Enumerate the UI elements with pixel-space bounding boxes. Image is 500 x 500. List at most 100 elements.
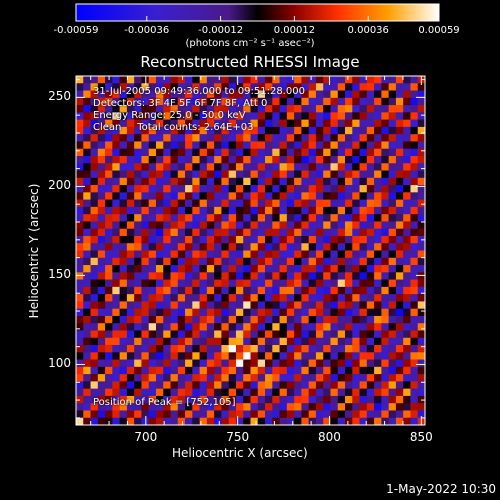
heatmap-cell [90,337,99,346]
heatmap-cell [337,83,346,91]
heatmap-cell [163,366,171,375]
heatmap-cell [134,381,142,389]
heatmap-cell [381,177,389,186]
heatmap-cell [403,199,411,208]
heatmap-cell [359,359,368,368]
heatmap-cell [228,112,237,120]
heatmap-cell [250,105,259,113]
heatmap-cell [83,141,91,150]
heatmap-cell [272,359,280,368]
heatmap-cell [323,308,331,317]
heatmap-cell [395,410,404,419]
heatmap-cell [359,141,368,150]
heatmap-cell [286,105,295,113]
heatmap-cell [381,250,389,259]
heatmap-cell [337,119,346,128]
heatmap-cell [90,395,99,404]
heatmap-cell [359,395,368,404]
heatmap-cell [388,228,397,237]
heatmap-cell [90,381,99,389]
heatmap-cell [286,294,295,302]
heatmap-cell [97,185,106,193]
heatmap-cell [90,126,99,135]
heatmap-cell [163,199,171,208]
heatmap-cell [388,199,397,208]
heatmap-cell [265,206,273,215]
heatmap-cell [243,83,251,91]
heatmap-cell [214,272,222,280]
heatmap-cell [199,417,208,426]
heatmap-cell [388,192,397,200]
heatmap-cell [148,323,157,331]
heatmap-cell [345,163,353,171]
heatmap-cell [228,381,237,389]
heatmap-cell [221,265,229,273]
heatmap-cell [272,352,280,360]
heatmap-cell [294,301,302,309]
heatmap-cell [163,294,171,302]
heatmap-cell [301,155,309,164]
heatmap-cell [279,301,288,309]
heatmap-cell [243,265,251,273]
heatmap-cell [105,265,113,273]
heatmap-cell [323,403,331,411]
heatmap-cell [119,265,128,273]
heatmap-cell [134,148,142,157]
heatmap-cell [97,119,106,128]
heatmap-cell [155,105,164,113]
heatmap-cell [308,388,317,397]
heatmap-cell [308,141,317,150]
heatmap-cell [214,192,222,200]
heatmap-cell [337,206,346,215]
heatmap-cell [381,243,389,251]
heatmap-cell [214,315,222,324]
heatmap-cell [395,119,404,128]
heatmap-cell [257,330,266,339]
heatmap-cell [294,112,302,120]
heatmap-cell [206,148,215,157]
heatmap-cell [374,112,382,120]
heatmap-cell [214,359,222,368]
heatmap-cell [126,410,135,419]
heatmap-cell [83,206,91,215]
heatmap-cell [279,366,288,375]
heatmap-cell [308,359,317,368]
heatmap-cell [352,395,360,404]
heatmap-cell [170,359,179,368]
heatmap-cell [134,97,142,106]
heatmap-cell [119,272,128,280]
heatmap-cell [265,272,273,280]
heatmap-cell [301,294,309,302]
heatmap-cell [170,90,179,99]
heatmap-cell [76,250,84,259]
heatmap-cell [134,257,142,266]
heatmap-cell [83,250,91,259]
heatmap-cell [323,192,331,200]
heatmap-cell [177,83,186,91]
heatmap-cell [170,374,179,382]
heatmap-cell [221,250,229,259]
heatmap-cell [250,214,259,222]
heatmap-cell [308,366,317,375]
heatmap-cell [199,170,208,179]
heatmap-cell [403,395,411,404]
heatmap-cell [330,359,339,368]
heatmap-cell [126,337,135,346]
heatmap-cell [395,345,404,353]
heatmap-cell [134,417,142,426]
heatmap-cell [250,301,259,309]
heatmap-cell [403,286,411,295]
heatmap-cell [337,381,346,389]
heatmap-cell [221,286,229,295]
heatmap-cell [243,410,251,419]
heatmap-cell [126,221,135,229]
heatmap-cell [228,257,237,266]
heatmap-cell [417,403,426,411]
heatmap-cell [330,134,339,142]
heatmap-cell [141,148,150,157]
heatmap-cell [170,366,179,375]
heatmap-cell [308,265,317,273]
heatmap-cell [286,308,295,317]
heatmap-cell [345,388,353,397]
heatmap-cell [265,337,273,346]
